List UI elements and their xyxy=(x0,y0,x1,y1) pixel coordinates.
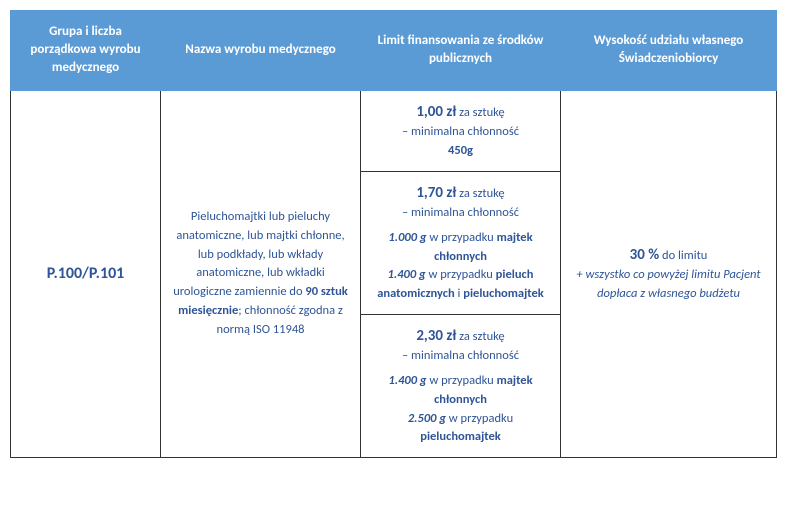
limit-1-price-line: 1,00 zł za sztukę xyxy=(369,101,552,124)
share-main: 30 % do limitu xyxy=(569,244,768,267)
limit-3-w2500txt: w przypadku xyxy=(446,411,513,426)
header-group: Grupa i liczba porządkowa wyrobu medyczn… xyxy=(11,11,161,91)
limit-3-w1400: 1.400 g xyxy=(388,373,426,388)
limit-2-w1400txt: w przypadku xyxy=(426,267,496,282)
cell-product-name: Pieluchomajtki lub pieluchy anatomiczne,… xyxy=(161,90,361,458)
reimbursement-table: Grupa i liczba porządkowa wyrobu medyczn… xyxy=(10,10,777,458)
header-share: Wysokość udziału własnego Świadczeniobio… xyxy=(561,11,777,91)
limit-2-price: 1,70 zł xyxy=(416,184,456,202)
limit-3-sub: – minimalna chłonność xyxy=(369,347,552,366)
share-percent-txt: do limitu xyxy=(659,248,707,263)
limit-2-w1400b2: pieluchomajtek xyxy=(463,286,544,301)
limit-3-w1400txt: w przypadku xyxy=(427,373,497,388)
limit-2-unit: za sztukę xyxy=(456,186,504,201)
limit-3-w2500b: pieluchomajtek xyxy=(420,429,501,444)
limit-2-w1000: 1.000 g xyxy=(388,230,426,245)
limit-2-w1400: 1.400 g xyxy=(388,267,426,282)
header-row: Grupa i liczba porządkowa wyrobu medyczn… xyxy=(11,11,777,91)
limit-3-w2500: 2.500 g xyxy=(408,411,446,426)
limit-3-price-line: 2,30 zł za sztukę xyxy=(369,325,552,348)
limit-2-line-1000: 1.000 g w przypadku majtek chłonnych xyxy=(369,229,552,267)
share-percent: 30 % xyxy=(630,246,660,264)
limit-2-price-line: 1,70 zł za sztukę xyxy=(369,182,552,205)
share-note: + wszystko co powyżej limitu Pacjent dop… xyxy=(569,266,768,304)
limit-3-line-2500: 2.500 g w przypadku pieluchomajtek xyxy=(369,410,552,448)
cell-share: 30 % do limitu + wszystko co powyżej lim… xyxy=(561,90,777,458)
limit-3-price: 2,30 zł xyxy=(416,327,456,345)
limit-2-w1000txt: w przypadku xyxy=(427,230,497,245)
header-name: Nazwa wyrobu medycznego xyxy=(161,11,361,91)
limit-1-weight: 450g xyxy=(369,142,552,161)
cell-limit-1: 1,00 zł za sztukę – minimalna chłonność … xyxy=(361,90,561,171)
limit-1-price: 1,00 zł xyxy=(416,103,456,121)
limit-2-line-1400: 1.400 g w przypadku pieluch anatomicznyc… xyxy=(369,266,552,304)
cell-limit-3: 2,30 zł za sztukę – minimalna chłonność … xyxy=(361,314,561,457)
limit-3-line-1400: 1.400 g w przypadku majtek chłonnych xyxy=(369,372,552,410)
limit-2-and: i xyxy=(455,286,464,301)
cell-limit-2: 1,70 zł za sztukę – minimalna chłonność … xyxy=(361,171,561,314)
cell-code: P.100/P.101 xyxy=(11,90,161,458)
limit-3-unit: za sztukę xyxy=(456,329,504,344)
table-row: P.100/P.101 Pieluchomajtki lub pieluchy … xyxy=(11,90,777,171)
limit-1-unit: za sztukę xyxy=(456,105,504,120)
product-code: P.100/P.101 xyxy=(47,264,125,283)
header-limit: Limit finansowania ze środków publicznyc… xyxy=(361,11,561,91)
limit-2-sub: – minimalna chłonność xyxy=(369,204,552,223)
limit-1-sub: – minimalna chłonność xyxy=(369,123,552,142)
